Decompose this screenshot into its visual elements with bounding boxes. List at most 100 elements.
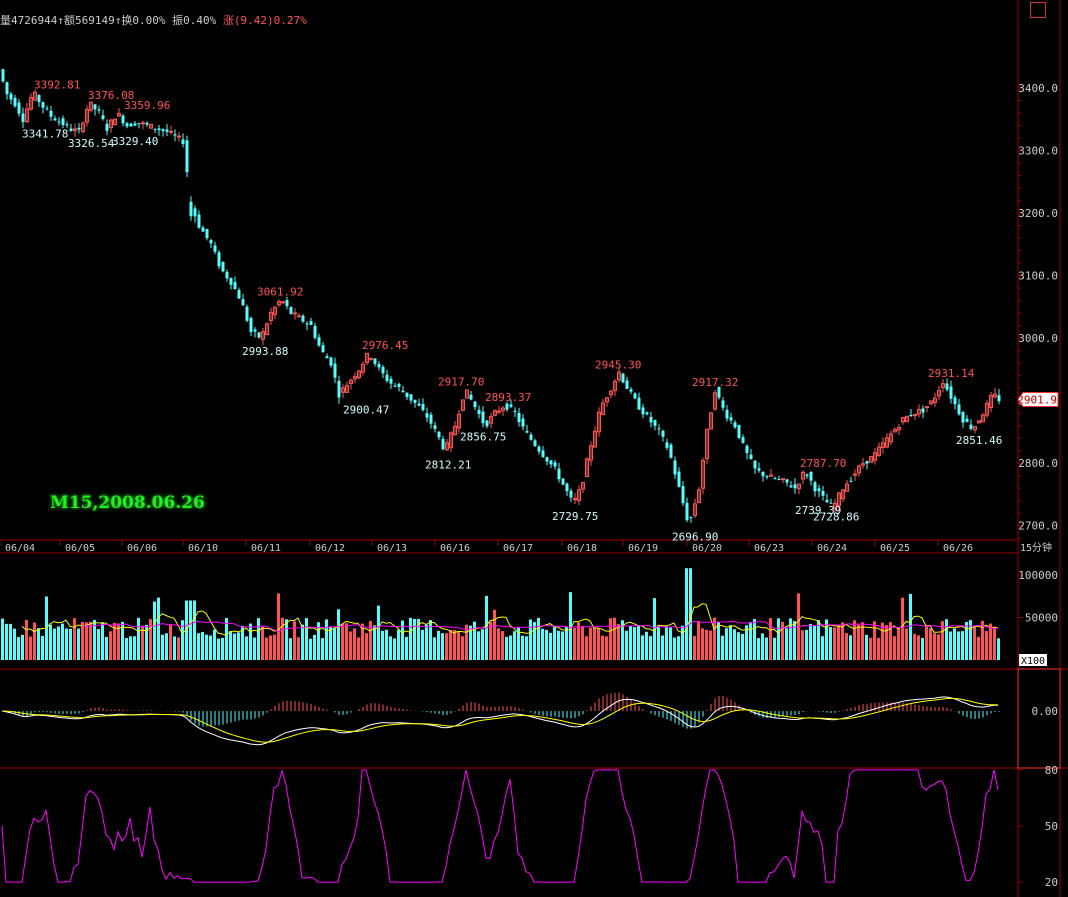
volume-bar: [917, 635, 920, 660]
candle-up: [573, 497, 577, 500]
volume-bar: [609, 618, 612, 660]
volume-bar: [353, 628, 356, 660]
volume-bar: [981, 620, 984, 660]
candle-down: [373, 358, 377, 364]
candle-up: [349, 379, 353, 385]
candle-down: [21, 113, 25, 123]
candle-up: [873, 452, 877, 461]
price-extreme-label: 2729.75: [552, 510, 598, 523]
candle-down: [205, 228, 209, 238]
volume-bar: [545, 629, 548, 660]
candle-up: [881, 442, 885, 449]
candle-up: [273, 306, 277, 316]
candle-down: [53, 118, 57, 121]
volume-bar: [601, 635, 604, 660]
candle-down: [121, 115, 125, 124]
candle-up: [977, 420, 981, 424]
rsi-tick-label: 50: [1045, 820, 1058, 833]
volume-bar: [813, 625, 816, 660]
candle-up: [497, 410, 501, 413]
price-extreme-label: 2851.46: [956, 434, 1002, 447]
candle-down: [45, 108, 49, 110]
volume-bar: [881, 622, 884, 660]
volume-bar: [529, 619, 532, 660]
candle-up: [357, 370, 361, 378]
volume-bar: [473, 621, 476, 660]
date-label: 06/24: [817, 543, 847, 554]
volume-bar: [289, 638, 292, 660]
volume-bar: [957, 631, 960, 660]
candle-down: [673, 460, 677, 475]
volume-bar: [817, 620, 820, 660]
volume-bar: [805, 629, 808, 660]
volume-bar: [645, 631, 648, 660]
candle-down: [429, 414, 433, 424]
volume-bar: [269, 635, 272, 660]
volume-bar: [573, 627, 576, 660]
candle-down: [161, 129, 165, 132]
window-button[interactable]: [1030, 2, 1046, 18]
volume-bar: [741, 633, 744, 660]
volume-bar: [73, 618, 76, 660]
volume-bar: [209, 635, 212, 660]
date-label: 06/18: [567, 543, 597, 554]
volume-bar: [841, 622, 844, 660]
up-arrow-icon: ↑: [57, 14, 64, 27]
candle-down: [305, 323, 309, 325]
volume-bar: [361, 623, 364, 660]
volume-bar: [781, 621, 784, 660]
volume-bar: [13, 628, 16, 660]
volume-bar: [989, 623, 992, 660]
candle-down: [249, 317, 253, 332]
volume-bar: [389, 636, 392, 660]
volume-tick-label: 50000: [1025, 612, 1058, 625]
date-label: 06/19: [628, 543, 658, 554]
candle-up: [177, 135, 181, 138]
candle-down: [553, 462, 557, 467]
candle-down: [137, 123, 141, 125]
volume-bar: [969, 620, 972, 660]
price-tick-label: 2700.0: [1018, 520, 1058, 533]
candle-down: [481, 411, 485, 424]
volume-bar: [613, 617, 616, 660]
volume-bar: [301, 624, 304, 660]
price-extreme-label: 2787.70: [800, 457, 846, 470]
candle-up: [845, 483, 849, 492]
volume-bar: [121, 621, 124, 660]
volume-bar: [821, 636, 824, 660]
candle-down: [57, 121, 61, 123]
volume-bar: [337, 609, 340, 660]
candle-down: [189, 201, 193, 217]
candle-down: [13, 97, 17, 107]
volume-bar: [697, 620, 700, 660]
price-extreme-label: 3359.96: [124, 99, 170, 112]
volume-bar: [93, 619, 96, 660]
candle-up: [85, 108, 89, 123]
volume-bar: [657, 627, 660, 660]
candle-down: [657, 428, 661, 430]
candle-down: [1, 69, 5, 82]
volume-bar: [725, 628, 728, 660]
volume-bar: [937, 634, 940, 660]
volume-bar: [181, 620, 184, 660]
volume-bar: [261, 626, 264, 660]
candle-down: [17, 102, 21, 114]
price-extreme-label: 2812.21: [425, 459, 471, 472]
volume-bar: [189, 600, 192, 660]
header-bar: 量4726944↑额569149↑换0.00% 振0.40% 涨(9.42)0.…: [0, 12, 307, 30]
volume-bar: [105, 636, 108, 660]
volume-bar: [889, 622, 892, 660]
candle-up: [853, 473, 857, 476]
candle-down: [333, 363, 337, 378]
candle-down: [821, 491, 825, 496]
date-label: 06/17: [503, 543, 533, 554]
candle-down: [685, 502, 689, 521]
volume-bar: [329, 626, 332, 660]
volume-bar: [865, 634, 868, 660]
volume-bar: [801, 630, 804, 660]
candle-down: [665, 442, 669, 448]
volume-bar: [877, 637, 880, 660]
candle-up: [585, 458, 589, 477]
volume-bar: [921, 638, 924, 660]
